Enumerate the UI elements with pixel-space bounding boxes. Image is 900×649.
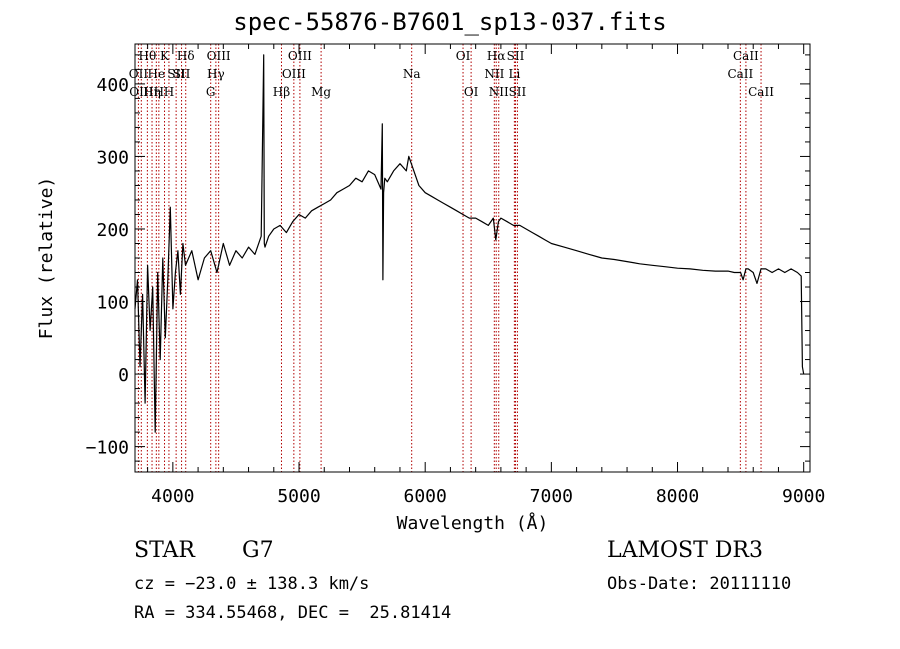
redshift-velocity: cz = −23.0 ± 138.3 km/s [134,574,370,594]
line-marker-label: NII [489,85,509,99]
line-marker-label: CaII [733,49,759,63]
observation-date: Obs-Date: 20111110 [607,574,792,594]
line-marker-label: OIII [207,49,231,63]
x-tick-label: 4000 [151,486,194,507]
y-tick-label: 200 [96,220,129,241]
line-marker-label: SII [167,67,185,81]
x-tick-label: 5000 [277,486,320,507]
line-marker-label: Hθ [139,49,157,63]
survey-name: LAMOST DR3 [607,538,763,563]
line-marker-label: NII [484,67,504,81]
line-marker-label: K [160,49,170,63]
x-axis-label: Wavelength (Å) [397,512,549,534]
line-marker-label: Li [508,67,520,81]
line-marker-labels: OIIOIIIHθHηHeHKHSIISIIHδGHγOIIIHβOIIIOII… [129,49,774,99]
axes: 4000 5000 6000 7000 8000 9000 −100 0 100 200 300 40… [86,44,825,507]
line-marker-label: Na [403,67,421,81]
line-markers [137,44,762,472]
line-marker-label: SII [507,49,525,63]
y-tick-label: 300 [96,147,129,168]
x-tick-label: 7000 [530,486,573,507]
x-tick-label: 9000 [782,486,825,507]
y-tick-label: 0 [118,365,129,386]
line-marker-label: OIII [282,67,306,81]
line-marker-label: H [164,85,174,99]
y-tick-label: 400 [96,75,129,96]
line-marker-label: CaII [748,85,774,99]
line-marker-label: CaII [727,67,753,81]
y-tick-label: −100 [86,438,129,459]
spectrum-series [134,54,805,433]
line-marker-label: Hβ [273,85,290,99]
line-marker-label: Hη [143,85,161,99]
chart-title: spec-55876-B7601_sp13-037.fits [233,8,667,36]
y-axis-label: Flux (relative) [36,177,57,340]
plot-frame [134,43,811,473]
line-marker-label: Hγ [207,67,225,81]
line-marker-label: Mg [311,85,331,99]
line-marker-label: OII [129,67,149,81]
line-marker-label: SII [509,85,527,99]
coordinates: RA = 334.55468, DEC = 25.81414 [134,603,452,623]
object-subclass: G7 [242,538,274,563]
line-marker-label: He [148,67,166,81]
line-marker-label: SII [173,67,191,81]
line-marker-label: Hδ [177,49,195,63]
line-marker-label: G [206,85,216,99]
object-class: STAR [134,538,195,563]
y-tick-label: 100 [96,293,129,314]
x-tick-label: 6000 [404,486,447,507]
line-marker-label: Hα [487,49,506,63]
spectrum-line [134,54,805,433]
line-marker-label: H [154,85,164,99]
line-marker-label: OI [456,49,471,63]
x-tick-label: 8000 [656,486,699,507]
line-marker-label: OI [464,85,479,99]
line-marker-label: OIII [288,49,312,63]
